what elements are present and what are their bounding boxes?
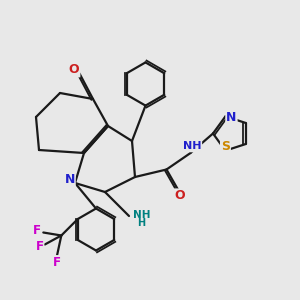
Text: O: O: [69, 63, 80, 76]
Text: H: H: [137, 218, 146, 229]
Text: NH: NH: [183, 141, 201, 152]
Text: S: S: [221, 140, 230, 153]
Text: N: N: [64, 173, 75, 186]
Text: N: N: [226, 111, 237, 124]
Text: F: F: [33, 224, 41, 238]
Text: NH: NH: [133, 209, 150, 220]
Text: F: F: [35, 239, 44, 253]
Text: O: O: [175, 189, 185, 203]
Text: F: F: [53, 256, 61, 269]
